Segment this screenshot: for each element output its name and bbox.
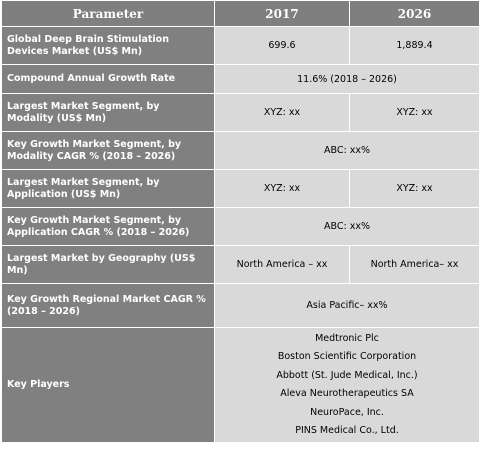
- row-label: Key Growth Market Segment, by Applicatio…: [1, 207, 215, 246]
- value-2017: 699.6: [214, 26, 350, 65]
- key-players-row: Key Players Medtronic Plc Boston Scienti…: [1, 327, 480, 443]
- table-row: Key Growth Market Segment, by Applicatio…: [1, 207, 480, 246]
- table-row: Largest Market Segment, by Application (…: [1, 169, 480, 208]
- list-item: Medtronic Plc: [315, 332, 379, 344]
- value-2017: XYZ: xx: [214, 93, 350, 132]
- table-row: Key Growth Market Segment, by Modality C…: [1, 131, 480, 170]
- table-row: Largest Market Segment, by Modality (US$…: [1, 93, 480, 132]
- header-year-2026: 2026: [349, 0, 480, 27]
- key-players-label: Key Players: [1, 327, 215, 443]
- row-label: Compound Annual Growth Rate: [1, 64, 215, 94]
- merged-value: ABC: xx%: [214, 207, 480, 246]
- row-label: Largest Market Segment, by Application (…: [1, 169, 215, 208]
- value-2017: XYZ: xx: [214, 169, 350, 208]
- row-label: Global Deep Brain Stimulation Devices Ma…: [1, 26, 215, 65]
- row-label: Key Growth Market Segment, by Modality C…: [1, 131, 215, 170]
- value-2026: North America– xx: [349, 245, 480, 284]
- table-row: Compound Annual Growth Rate 11.6% (2018 …: [1, 64, 480, 94]
- list-item: Boston Scientific Corporation: [277, 351, 417, 362]
- list-item: Abbott (St. Jude Medical, Inc.): [276, 369, 418, 381]
- header-year-2017: 2017: [214, 0, 350, 27]
- table-row: Largest Market by Geography (US$ Mn) Nor…: [1, 245, 480, 284]
- header-parameter: Parameter: [1, 0, 215, 27]
- key-players-list: Medtronic Plc Boston Scientific Corporat…: [214, 327, 480, 443]
- row-label: Largest Market Segment, by Modality (US$…: [1, 93, 215, 132]
- merged-value: ABC: xx%: [214, 131, 480, 170]
- list-item: NeuroPace, Inc.: [310, 406, 384, 418]
- list-item: PINS Medical Co., Ltd.: [295, 425, 399, 436]
- header-row: Parameter 2017 2026: [1, 0, 480, 27]
- list-item: Aleva Neurotherapeutics SA: [280, 388, 414, 399]
- value-2026: XYZ: xx: [349, 169, 480, 208]
- row-label: Largest Market by Geography (US$ Mn): [1, 245, 215, 284]
- table-row: Key Growth Regional Market CAGR % (2018 …: [1, 283, 480, 328]
- value-2017: North America – xx: [214, 245, 350, 284]
- merged-value: Asia Pacific– xx%: [214, 283, 480, 328]
- row-label: Key Growth Regional Market CAGR % (2018 …: [1, 283, 215, 328]
- merged-value: 11.6% (2018 – 2026): [214, 64, 480, 94]
- table-row: Global Deep Brain Stimulation Devices Ma…: [1, 26, 480, 65]
- value-2026: 1,889.4: [349, 26, 480, 65]
- value-2026: XYZ: xx: [349, 93, 480, 132]
